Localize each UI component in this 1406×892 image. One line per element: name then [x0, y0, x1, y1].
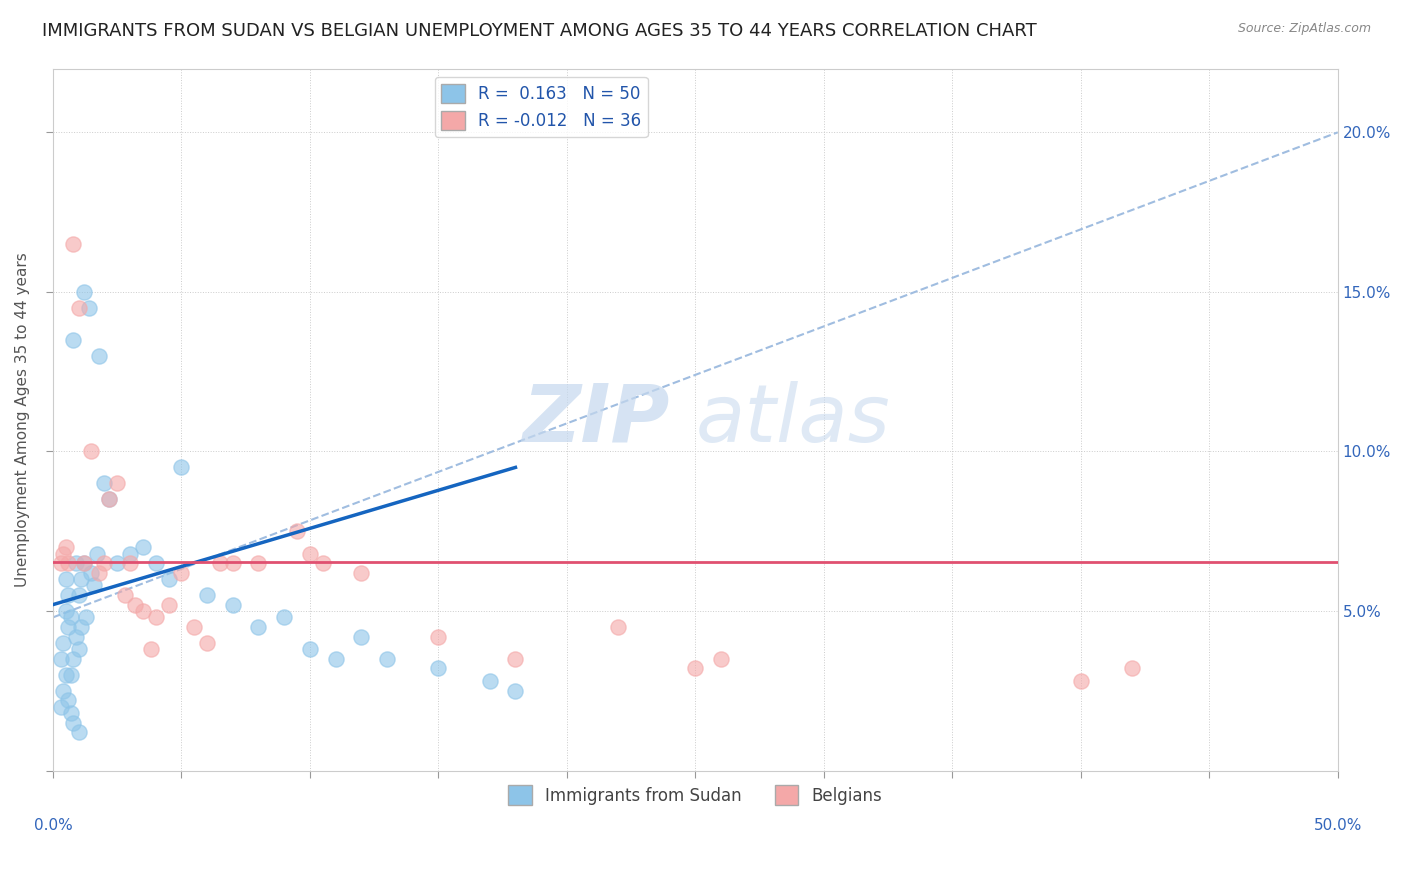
Point	[55, 572, 77, 586]
Point	[67, 725, 90, 739]
Point	[607, 620, 630, 634]
Point	[132, 604, 155, 618]
Point	[325, 652, 347, 666]
Point	[222, 598, 245, 612]
Text: 50.0%: 50.0%	[1313, 819, 1362, 833]
Point	[89, 566, 111, 580]
Text: 0.0%: 0.0%	[34, 819, 72, 833]
Point	[83, 578, 105, 592]
Point	[67, 642, 90, 657]
Point	[55, 604, 77, 618]
Point	[1121, 661, 1143, 675]
Point	[132, 540, 155, 554]
Point	[70, 620, 93, 634]
Point	[52, 683, 75, 698]
Point	[427, 661, 450, 675]
Point	[62, 715, 84, 730]
Point	[65, 556, 87, 570]
Legend: Immigrants from Sudan, Belgians: Immigrants from Sudan, Belgians	[502, 779, 889, 812]
Point	[157, 572, 180, 586]
Point	[70, 572, 93, 586]
Point	[298, 547, 321, 561]
Point	[170, 566, 193, 580]
Point	[1070, 674, 1092, 689]
Y-axis label: Unemployment Among Ages 35 to 44 years: Unemployment Among Ages 35 to 44 years	[15, 252, 30, 587]
Point	[298, 642, 321, 657]
Point	[86, 547, 108, 561]
Point	[118, 556, 141, 570]
Point	[427, 630, 450, 644]
Point	[312, 556, 335, 570]
Point	[62, 237, 84, 252]
Point	[89, 349, 111, 363]
Point	[58, 588, 80, 602]
Point	[145, 556, 167, 570]
Point	[67, 588, 90, 602]
Point	[75, 610, 97, 624]
Point	[222, 556, 245, 570]
Point	[98, 492, 121, 507]
Point	[65, 630, 87, 644]
Point	[145, 610, 167, 624]
Point	[350, 566, 373, 580]
Point	[478, 674, 501, 689]
Point	[49, 556, 72, 570]
Point	[58, 556, 80, 570]
Point	[59, 706, 82, 720]
Point	[73, 556, 96, 570]
Point	[139, 642, 162, 657]
Point	[58, 693, 80, 707]
Point	[375, 652, 398, 666]
Point	[118, 547, 141, 561]
Point	[124, 598, 146, 612]
Point	[62, 652, 84, 666]
Point	[105, 556, 128, 570]
Text: IMMIGRANTS FROM SUDAN VS BELGIAN UNEMPLOYMENT AMONG AGES 35 TO 44 YEARS CORRELAT: IMMIGRANTS FROM SUDAN VS BELGIAN UNEMPLO…	[42, 22, 1038, 40]
Point	[105, 476, 128, 491]
Point	[505, 652, 527, 666]
Point	[55, 540, 77, 554]
Point	[183, 620, 205, 634]
Point	[73, 556, 96, 570]
Point	[52, 547, 75, 561]
Point	[67, 301, 90, 315]
Text: ZIP: ZIP	[522, 381, 669, 458]
Point	[350, 630, 373, 644]
Point	[58, 620, 80, 634]
Point	[247, 620, 270, 634]
Point	[77, 301, 100, 315]
Point	[157, 598, 180, 612]
Point	[685, 661, 707, 675]
Point	[195, 636, 218, 650]
Point	[93, 476, 115, 491]
Point	[273, 610, 295, 624]
Point	[80, 444, 103, 458]
Point	[505, 683, 527, 698]
Point	[195, 588, 218, 602]
Point	[73, 285, 96, 299]
Point	[59, 610, 82, 624]
Point	[49, 652, 72, 666]
Point	[285, 524, 308, 539]
Point	[62, 333, 84, 347]
Point	[49, 699, 72, 714]
Point	[247, 556, 270, 570]
Point	[170, 460, 193, 475]
Point	[80, 566, 103, 580]
Point	[93, 556, 115, 570]
Text: Source: ZipAtlas.com: Source: ZipAtlas.com	[1237, 22, 1371, 36]
Point	[55, 668, 77, 682]
Point	[114, 588, 136, 602]
Point	[710, 652, 733, 666]
Point	[52, 636, 75, 650]
Point	[98, 492, 121, 507]
Point	[208, 556, 231, 570]
Text: atlas: atlas	[696, 381, 890, 458]
Point	[59, 668, 82, 682]
